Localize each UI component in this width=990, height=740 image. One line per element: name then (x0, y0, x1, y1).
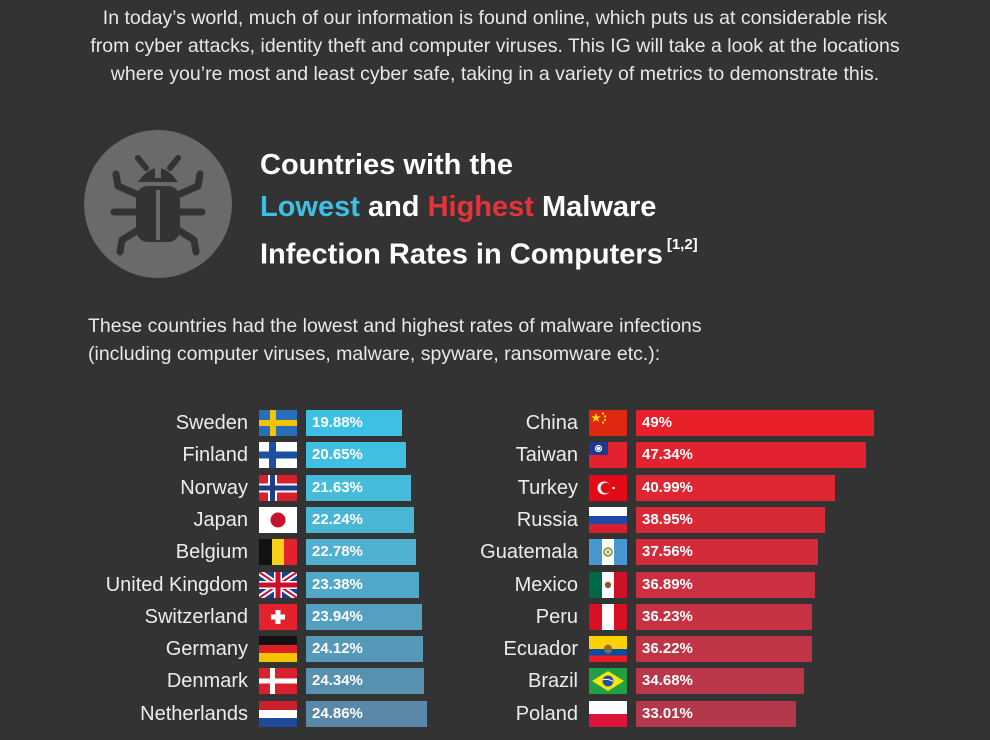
country-label: Sweden (175, 412, 248, 434)
bar-value-label: 37.56% (642, 543, 693, 561)
norway-flag-icon (259, 474, 297, 501)
title-highest: Highest (427, 191, 534, 223)
bar-value-label: 49% (642, 414, 673, 431)
bar-value-label: 33.01% (642, 704, 693, 722)
country-label: Poland (515, 702, 578, 725)
country-label: Peru (535, 605, 578, 628)
chart-subtitle: These countries had the lowest and highe… (88, 312, 702, 368)
bar-value-label: 21.63% (312, 478, 363, 496)
bar-value-label: 24.34% (312, 672, 363, 690)
title-line-3: Infection Rates in Computers [1,2] (260, 228, 698, 276)
sweden-flag-icon (259, 410, 297, 436)
bar (636, 636, 812, 663)
bar-value-label: 36.22% (642, 640, 693, 658)
bar-value-label: 47.34% (642, 446, 693, 464)
switzerland-flag-icon (259, 603, 297, 630)
country-label: Netherlands (140, 702, 248, 725)
bar-value-label: 36.23% (642, 607, 693, 625)
bar (636, 603, 812, 630)
chart-title: Countries with the Lowest and Highest Ma… (260, 144, 698, 276)
bar (636, 474, 835, 501)
netherlands-flag-icon (259, 700, 297, 727)
bar (306, 442, 407, 469)
title-infection: Infection Rates in Computers (260, 238, 663, 271)
bar (306, 571, 420, 598)
country-label: Switzerland (144, 605, 248, 628)
bar (306, 636, 423, 663)
finland-flag-icon (259, 442, 297, 469)
bar (636, 506, 825, 533)
bar (306, 410, 403, 436)
belgium-flag-icon (259, 539, 297, 566)
bar (306, 474, 411, 501)
bar-value-label: 38.95% (642, 510, 693, 528)
uk-flag-icon (259, 571, 297, 598)
subtitle-line-1: These countries had the lowest and highe… (88, 315, 702, 337)
bar-value-label: 22.78% (312, 543, 363, 561)
title-line-2: Lowest and Highest Malware (260, 186, 698, 228)
china-flag-icon (589, 410, 627, 436)
subtitle-line-2: (including computer viruses, malware, sp… (88, 343, 661, 365)
bar (636, 410, 874, 436)
country-label: Denmark (166, 670, 248, 693)
bar-value-label: 19.88% (312, 414, 363, 431)
country-label: Finland (182, 444, 248, 467)
bar (306, 506, 414, 533)
title-and: and (359, 191, 428, 223)
title-lowest: Lowest (260, 191, 360, 223)
intro-line-3: where you’re most and least cyber safe, … (110, 63, 880, 85)
country-label: Germany (165, 638, 248, 661)
peru-flag-icon (589, 603, 627, 630)
country-label: Taiwan (515, 444, 578, 467)
intro-line-1: In today’s world, much of our informatio… (102, 7, 888, 29)
country-label: Russia (516, 508, 578, 531)
country-label: Turkey (517, 476, 578, 499)
bar (636, 571, 815, 598)
title-line-1: Countries with the (260, 149, 513, 181)
bar-value-label: 34.68% (642, 672, 693, 690)
country-label: Ecuador (503, 638, 579, 661)
title-malware: Malware (533, 191, 657, 223)
bar-value-label: 24.12% (312, 640, 363, 658)
bar-value-label: 24.86% (312, 704, 363, 722)
bar-value-label: 23.94% (312, 607, 363, 625)
bar (306, 539, 417, 566)
turkey-flag-icon (589, 474, 627, 501)
intro-text: In today’s world, much of our informatio… (0, 4, 990, 88)
bar-value-label: 20.65% (312, 446, 363, 464)
ecuador-flag-icon (589, 636, 627, 663)
japan-flag-icon (259, 506, 297, 533)
title-reference: [1,2] (666, 236, 698, 253)
bar (306, 603, 423, 630)
poland-flag-icon (589, 700, 627, 727)
denmark-flag-icon (259, 668, 297, 695)
taiwan-flag-icon (589, 442, 627, 469)
country-label: Mexico (514, 573, 578, 596)
country-label: Norway (180, 476, 248, 499)
russia-flag-icon (589, 506, 627, 533)
bar (636, 539, 819, 566)
bar (636, 700, 797, 727)
bar (306, 668, 425, 695)
guatemala-flag-icon (589, 539, 627, 566)
country-label: United Kingdom (105, 573, 248, 596)
germany-flag-icon (259, 636, 297, 663)
bug-icon (84, 130, 232, 278)
country-label: China (525, 412, 578, 434)
bar-value-label: 23.38% (312, 575, 363, 593)
bar-value-label: 36.89% (642, 575, 693, 593)
brazil-flag-icon (589, 668, 627, 695)
bar-value-label: 22.24% (312, 510, 363, 528)
country-label: Belgium (175, 541, 248, 564)
mexico-flag-icon (589, 571, 627, 598)
bar (636, 668, 805, 695)
bar-value-label: 40.99% (642, 478, 693, 496)
bar (306, 700, 427, 727)
country-label: Guatemala (480, 541, 578, 564)
bar (636, 442, 866, 469)
intro-line-2: from cyber attacks, identity theft and c… (90, 35, 900, 57)
country-label: Japan (193, 508, 249, 531)
country-label: Brazil (527, 670, 578, 693)
